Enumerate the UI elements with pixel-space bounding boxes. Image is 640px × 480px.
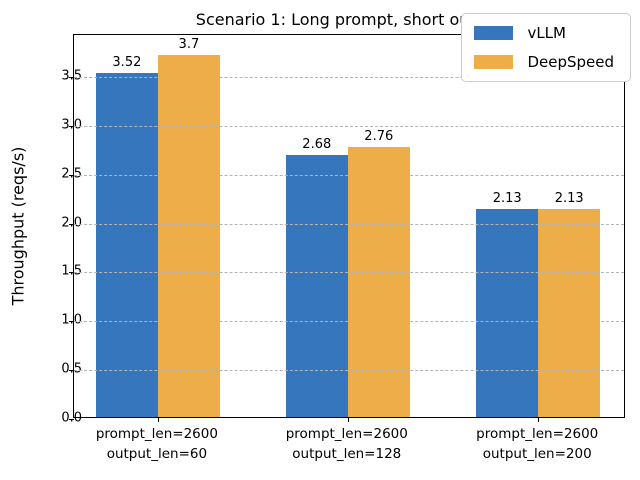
- bar-value-label: 2.76: [364, 129, 394, 145]
- y-tick-mark: [69, 125, 74, 127]
- plot-area: 3.52 3.7 2.68 2.76 2.13 2.13: [69, 34, 625, 422]
- x-tick-mark: [538, 417, 540, 422]
- x-tick-label-group3: prompt_len=2600 output_len=200: [476, 426, 599, 462]
- x-tick-mark: [347, 417, 349, 422]
- x-tick-label-group2: prompt_len=2600 output_len=128: [285, 426, 408, 462]
- y-tick-label: 3.5: [61, 68, 82, 84]
- y-tick-mark: [69, 370, 74, 372]
- bar-value-label: 3.7: [178, 37, 200, 53]
- y-tick-mark: [69, 77, 74, 78]
- y-tick-label: 1.5: [61, 263, 82, 279]
- legend: vLLM DeepSpeed: [461, 13, 631, 82]
- legend-label-vllm: vLLM: [527, 24, 566, 42]
- gridline-y-3.5: [74, 77, 624, 78]
- y-tick-label: 2.5: [61, 166, 82, 182]
- bar-vllm-group3: [476, 208, 539, 417]
- bar-value-label: 2.13: [492, 190, 522, 206]
- y-tick-mark: [69, 419, 74, 420]
- legend-label-deepspeed: DeepSpeed: [527, 53, 614, 71]
- legend-swatch-deepspeed: [474, 55, 514, 69]
- y-tick-mark: [69, 223, 74, 225]
- gridline-y-1.0: [74, 321, 624, 323]
- chart-title: Scenario 1: Long prompt, short output: [195, 10, 503, 29]
- y-tick-label: 0.5: [61, 361, 82, 377]
- y-tick-label: 3.0: [61, 117, 82, 133]
- y-tick-label: 1.0: [61, 312, 82, 328]
- bar-deepspeed-group1: [157, 55, 220, 417]
- gridline-y-0.5: [74, 370, 624, 372]
- bar-vllm-group1: [95, 73, 158, 417]
- x-tick-mark: [157, 417, 159, 422]
- bar-value-label: 3.52: [112, 55, 142, 71]
- bar-value-label: 2.68: [302, 137, 332, 153]
- y-tick-label: 2.0: [61, 215, 82, 231]
- y-tick-label: 0.0: [61, 410, 82, 426]
- y-tick-mark: [69, 321, 74, 323]
- y-axis-label: Throughput (reqs/s): [8, 146, 28, 306]
- bar-deepspeed-group2: [347, 147, 410, 417]
- x-tick-label-group1: prompt_len=2600 output_len=60: [95, 426, 218, 462]
- y-tick-mark: [69, 272, 74, 274]
- legend-item-deepspeed: DeepSpeed: [474, 53, 614, 71]
- y-tick-mark: [69, 174, 74, 176]
- gridline-y-2.5: [74, 174, 624, 176]
- bar-vllm-group2: [285, 155, 348, 417]
- gridline-y-1.5: [74, 272, 624, 274]
- bar-deepspeed-group3: [538, 208, 601, 417]
- gridline-y-2.0: [74, 223, 624, 225]
- legend-item-vllm: vLLM: [474, 24, 614, 42]
- gridline-y-3.0: [74, 125, 624, 127]
- bar-value-label: 2.13: [554, 190, 584, 206]
- legend-swatch-vllm: [474, 26, 514, 40]
